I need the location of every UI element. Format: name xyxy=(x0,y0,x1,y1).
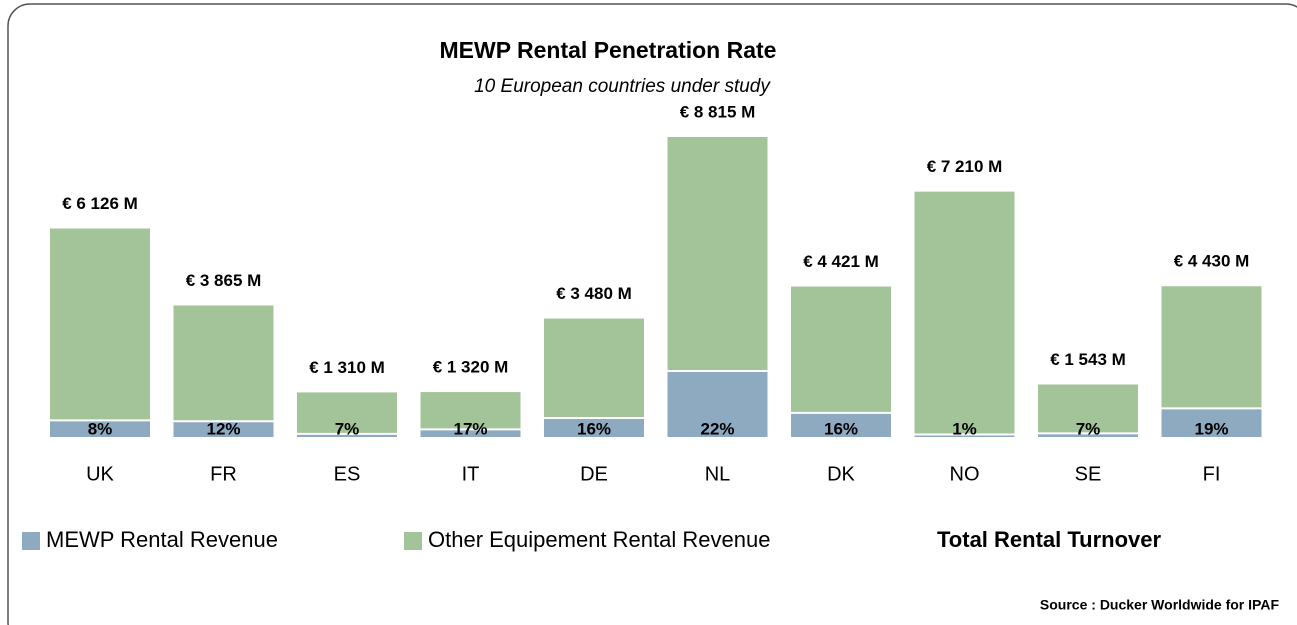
share-label: 8% xyxy=(88,419,113,438)
bar-other xyxy=(420,392,521,430)
total-label: € 7 210 M xyxy=(927,157,1003,176)
share-label: 19% xyxy=(1194,419,1228,438)
share-label: 7% xyxy=(335,419,360,438)
chart-subtitle: 10 European countries under study xyxy=(474,76,771,97)
share-label: 7% xyxy=(1076,419,1101,438)
share-label: 16% xyxy=(824,419,858,438)
chart-title: MEWP Rental Penetration Rate xyxy=(440,37,777,63)
x-tick-label: FI xyxy=(1203,463,1221,485)
x-tick-label: UK xyxy=(86,463,114,485)
legend-label: Total Rental Turnover xyxy=(937,527,1162,552)
bar-mewp xyxy=(297,433,397,437)
share-label: 12% xyxy=(206,419,240,438)
bar-mewp xyxy=(420,429,521,437)
total-label: € 1 310 M xyxy=(309,358,385,377)
bar-other xyxy=(50,228,150,421)
bar-mewp xyxy=(173,421,274,437)
frame xyxy=(7,3,1297,625)
bar-other xyxy=(173,305,274,422)
x-tick-label: SE xyxy=(1075,463,1102,485)
share-label: 17% xyxy=(453,419,487,438)
x-tick-label: NL xyxy=(705,463,731,485)
bar-other xyxy=(914,191,1015,435)
bar-other xyxy=(1038,384,1138,434)
bar-other xyxy=(667,137,768,371)
x-tick-label: IT xyxy=(462,463,480,485)
bar-mewp xyxy=(667,371,768,437)
total-label: € 4 421 M xyxy=(803,252,879,271)
bar-mewp xyxy=(791,412,891,437)
bar-other xyxy=(791,286,891,413)
total-label: € 1 543 M xyxy=(1050,350,1126,369)
x-tick-label: FR xyxy=(210,463,237,485)
bar-other xyxy=(297,392,397,434)
total-label: € 3 480 M xyxy=(556,284,632,303)
bar-mewp xyxy=(1161,408,1262,437)
legend-label: Other Equipement Rental Revenue xyxy=(428,527,770,552)
x-tick-label: ES xyxy=(334,463,361,485)
total-label: € 4 430 M xyxy=(1174,252,1250,271)
share-label: 22% xyxy=(700,419,734,438)
source: Source : Ducker Worldwide for IPAF xyxy=(1040,597,1280,613)
legend-label: MEWP Rental Revenue xyxy=(46,527,278,552)
total-label: € 6 126 M xyxy=(62,194,138,213)
x-tick-label: DK xyxy=(827,463,855,485)
bar-mewp xyxy=(1038,433,1138,437)
x-tick-label: DE xyxy=(580,463,608,485)
legend-swatch xyxy=(22,532,40,550)
bar-other xyxy=(1161,286,1262,409)
total-label: € 3 865 M xyxy=(186,271,262,290)
bar-mewp xyxy=(914,434,1015,437)
share-label: 16% xyxy=(577,419,611,438)
bar-mewp xyxy=(544,418,644,437)
bar-mewp xyxy=(50,420,150,437)
bar-other xyxy=(544,318,644,419)
x-tick-label: NO xyxy=(950,463,980,485)
total-label: € 8 815 M xyxy=(680,102,756,121)
total-label: € 1 320 M xyxy=(433,358,509,377)
legend-swatch xyxy=(404,532,422,550)
share-label: 1% xyxy=(952,419,977,438)
